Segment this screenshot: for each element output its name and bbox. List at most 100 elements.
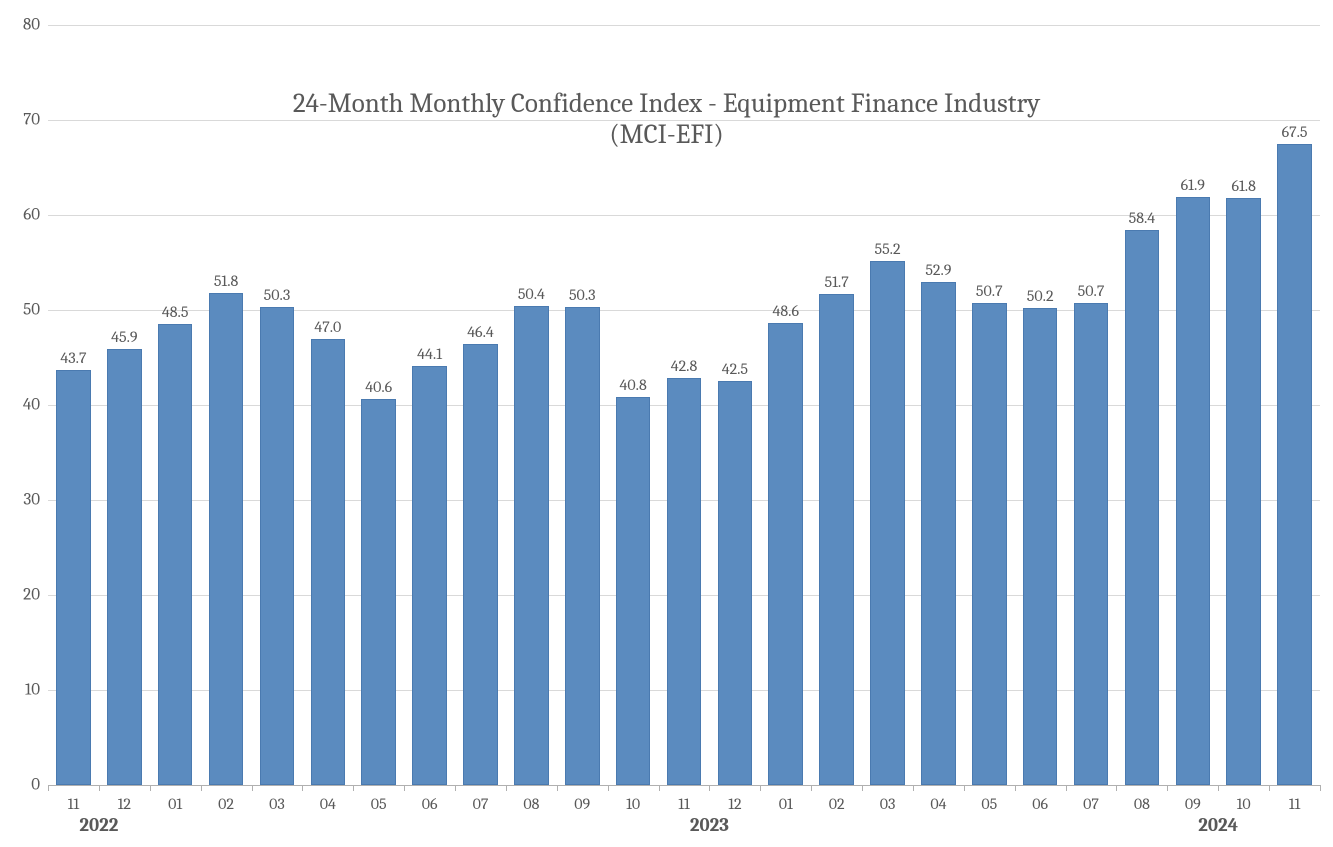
x-tick-mark [404,785,405,791]
x-tick-label: 09 [1185,795,1201,813]
bar: 44.1 [412,366,447,785]
bar: 48.5 [158,324,193,785]
bar-value-label: 50.7 [1078,282,1105,300]
x-tick-label: 08 [1134,795,1150,813]
bar-slot: 48.601 [760,25,811,785]
x-tick-mark [506,785,507,791]
bar: 55.2 [870,261,905,785]
bar-value-label: 48.5 [162,303,189,321]
bar-value-label: 50.3 [264,286,291,304]
bar-slot: 51.802 [201,25,252,785]
x-tick-mark [1269,785,1270,791]
x-tick-mark [252,785,253,791]
bar-value-label: 50.3 [569,286,596,304]
x-tick-label: 02 [829,795,845,813]
bar-slot: 50.303 [252,25,303,785]
bar-slot: 50.705 [964,25,1015,785]
bar-value-label: 51.7 [825,273,849,291]
bar-slot: 50.206 [1015,25,1066,785]
bar-slot: 50.309 [557,25,608,785]
x-tick-label: 08 [523,795,539,813]
bar: 45.9 [107,349,142,785]
bar-slot: 48.501 [150,25,201,785]
y-tick-label: 50 [23,301,40,320]
bar: 46.4 [463,344,498,785]
bar-slot: 55.203 [862,25,913,785]
x-tick-mark [760,785,761,791]
x-tick-mark [862,785,863,791]
y-tick-label: 0 [31,776,40,795]
bar-value-label: 40.6 [365,378,392,396]
bar-slot: 61.810 [1218,25,1269,785]
bar: 50.4 [514,306,549,785]
x-tick-label: 03 [880,795,896,813]
bar-value-label: 52.9 [925,261,951,279]
x-tick-label: 09 [574,795,590,813]
bar-value-label: 46.4 [467,323,494,341]
y-tick-label: 10 [25,681,40,700]
x-tick-label: 05 [371,795,387,813]
chart-container: 24-Month Monthly Confidence Index - Equi… [0,0,1333,847]
bar-value-label: 47.0 [314,318,341,336]
x-tick-mark [150,785,151,791]
x-tick-mark [1320,785,1321,791]
bar-slot: 51.702 [811,25,862,785]
x-tick-mark [353,785,354,791]
y-tick-label: 40 [23,396,40,415]
x-tick-mark [201,785,202,791]
bar: 42.8 [667,378,702,785]
bar: 47.0 [311,339,346,786]
year-label: 2024 [1198,814,1238,836]
bar-slot: 50.707 [1066,25,1117,785]
x-tick-label: 10 [1237,795,1251,813]
x-tick-label: 06 [422,795,438,813]
year-label: 2023 [690,814,729,836]
x-tick-label: 02 [218,795,234,813]
bar-value-label: 50.2 [1027,287,1054,305]
x-tick-mark [913,785,914,791]
bar-value-label: 55.2 [874,240,900,258]
bar-value-label: 44.1 [417,345,442,363]
x-tick-label: 12 [728,795,741,813]
x-tick-label: 12 [118,795,131,813]
x-tick-mark [811,785,812,791]
x-tick-mark [302,785,303,791]
bar-slot: 45.912 [99,25,150,785]
x-tick-mark [48,785,49,791]
bar-value-label: 50.4 [518,285,545,303]
bar-slot: 40.605 [353,25,404,785]
bar: 43.7 [56,370,91,785]
x-tick-mark [608,785,609,791]
x-tick-mark [659,785,660,791]
bar-value-label: 67.5 [1282,123,1308,141]
x-tick-mark [455,785,456,791]
bar-value-label: 61.9 [1181,176,1205,194]
bar-slot: 58.408 [1116,25,1167,785]
x-tick-label: 04 [930,795,946,813]
bar: 50.7 [972,303,1007,785]
bar-value-label: 51.8 [214,272,238,290]
bar-slot: 67.511 [1269,25,1320,785]
x-tick-mark [1066,785,1067,791]
bar-slot: 42.512 [709,25,760,785]
x-tick-mark [99,785,100,791]
bar: 58.4 [1125,230,1160,785]
x-tick-mark [964,785,965,791]
bar-value-label: 58.4 [1129,209,1156,227]
x-tick-mark [1116,785,1117,791]
x-tick-label: 11 [68,795,80,813]
bar-slot: 47.004 [302,25,353,785]
year-label: 2022 [79,814,118,836]
bar: 52.9 [921,282,956,785]
x-tick-label: 01 [779,795,793,813]
bar: 61.9 [1176,197,1211,785]
x-tick-label: 05 [981,795,997,813]
bar: 42.5 [718,381,753,785]
bar-value-label: 61.8 [1231,177,1255,195]
x-tick-label: 11 [678,795,690,813]
bar-value-label: 40.8 [620,376,647,394]
bar-slot: 50.408 [506,25,557,785]
bar: 40.6 [361,399,396,785]
bar-value-label: 42.8 [671,357,697,375]
bar: 67.5 [1277,144,1312,785]
